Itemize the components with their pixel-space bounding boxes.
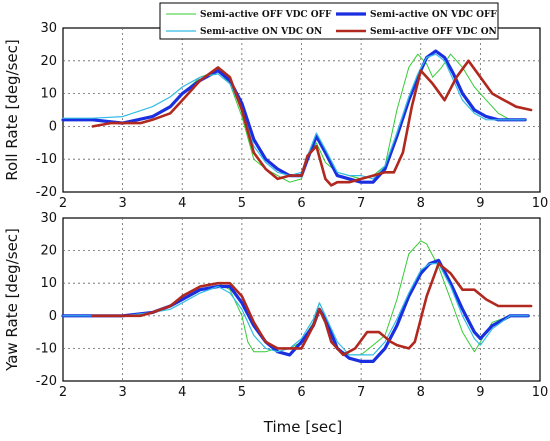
- y-tick-label: -20: [36, 374, 57, 389]
- legend-entry: Semi-active ON VDC OFF: [370, 10, 497, 20]
- x-axis-label: Time [sec]: [263, 418, 342, 436]
- x-tick-label: 4: [178, 196, 186, 211]
- y-axis-label: Roll Rate [deg/sec]: [3, 39, 21, 181]
- chart-panel-1: 2 3 4 5 6 7 8 9 10 -20 -10 0 10 20 30 Roll Rate [deg/se…: [3, 2, 549, 211]
- gridlines: [63, 218, 540, 381]
- y-tick-label: 0: [49, 309, 57, 324]
- legend-box: [159, 2, 499, 40]
- series-line-3: [62, 53, 526, 180]
- y-tick-label: 30: [40, 211, 57, 226]
- x-tick-label: 3: [118, 385, 126, 400]
- series-line-2: [61, 258, 530, 363]
- series-line-3: [62, 263, 529, 356]
- x-tick-label: 10: [532, 196, 549, 211]
- x-tick-label: 8: [417, 196, 425, 211]
- x-tick-label: 2: [59, 385, 67, 400]
- plot-area: [62, 27, 541, 193]
- gridlines: [63, 28, 540, 192]
- series-group: [61, 49, 533, 187]
- x-tick-label: 9: [476, 196, 484, 211]
- y-tick-label: 20: [40, 244, 57, 259]
- legend-entry: Semi-active OFF VDC ON: [370, 27, 497, 37]
- y-tick-label: 10: [40, 276, 57, 291]
- series-line-4: [91, 262, 533, 357]
- x-tick-label: 9: [476, 385, 484, 400]
- series-group: [61, 240, 533, 363]
- x-tick-label: 8: [417, 385, 425, 400]
- legend: Semi-active OFF VDC OFF Semi-active ON VD…: [159, 2, 499, 40]
- y-tick-label: -20: [36, 185, 57, 200]
- x-tick-label: 2: [59, 196, 67, 211]
- y-tick-label: 30: [40, 21, 57, 36]
- chart-panel-2: 2 3 4 5 6 7 8 9 10 -20 -10 0 10 20 30 Yaw Rate [deg/sec…: [3, 211, 548, 400]
- x-tick-label: 7: [357, 385, 365, 400]
- x-tick-label: 10: [532, 385, 549, 400]
- legend-entry: Semi-active ON VDC ON: [200, 27, 322, 37]
- y-tick-label: 10: [40, 87, 57, 102]
- x-tick-label: 4: [178, 385, 186, 400]
- x-tick-label: 7: [357, 196, 365, 211]
- x-tick-label: 5: [238, 196, 246, 211]
- y-tick-label: -10: [36, 152, 57, 167]
- series-line-4: [91, 59, 533, 187]
- y-tick-label: -10: [36, 341, 57, 356]
- x-tick-label: 6: [297, 385, 305, 400]
- y-tick-label: 0: [49, 119, 57, 134]
- x-tick-label: 3: [118, 196, 126, 211]
- x-tick-label: 6: [297, 196, 305, 211]
- y-axis-label: Yaw Rate [deg/sec]: [3, 228, 21, 372]
- x-tick-label: 5: [238, 385, 246, 400]
- y-tick-label: 20: [40, 54, 57, 69]
- legend-entry: Semi-active OFF VDC OFF: [200, 10, 332, 20]
